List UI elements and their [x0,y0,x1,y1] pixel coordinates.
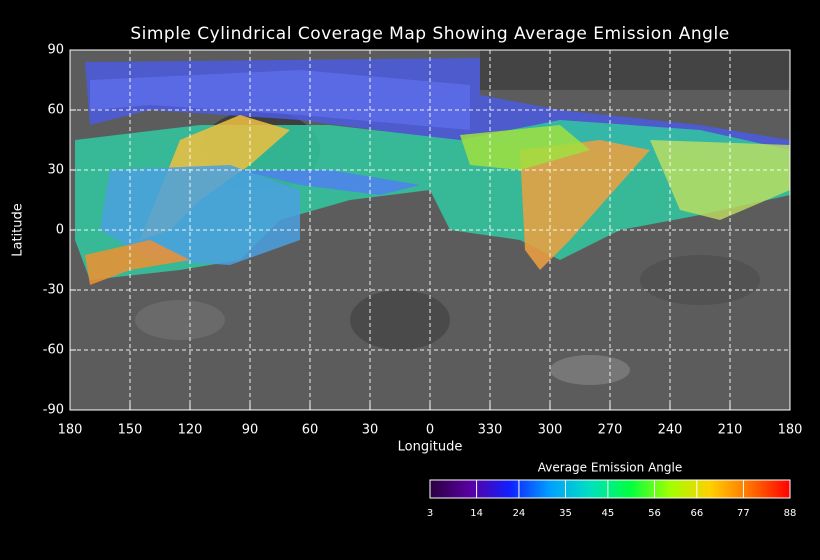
surface-feature [550,355,630,385]
surface-feature [480,50,790,90]
x-tick-label: 60 [302,423,319,438]
coverage [460,125,590,170]
x-tick-label: 30 [362,423,379,438]
x-tick-label: 180 [778,423,803,438]
colorbar-title: Average Emission Angle [538,461,682,475]
y-tick-label: -60 [43,343,64,358]
colorbar-tick-label: 66 [690,508,703,519]
x-tick-label: 300 [538,423,563,438]
y-tick-label: 30 [47,163,64,178]
colorbar-tick-label: 77 [737,508,750,519]
coverage [650,140,790,220]
y-tick-label: -90 [43,403,64,418]
coverage [85,240,190,285]
x-tick-label: 330 [478,423,503,438]
x-tick-label: 210 [718,423,743,438]
surface-feature [350,290,450,350]
surface-feature [640,255,760,305]
y-tick-label: 0 [56,223,64,238]
x-axis-label: Longitude [398,440,463,455]
coverage [240,170,420,195]
colorbar-tick-label: 3 [427,508,433,519]
colorbar-tick-label: 88 [784,508,797,519]
coverage [520,140,650,270]
y-tick-label: -30 [43,283,64,298]
y-tick-label: 90 [47,43,64,58]
x-tick-label: 90 [242,423,259,438]
colorbar-tick-label: 24 [513,508,526,519]
y-axis-label: Latitude [11,203,26,257]
x-tick-label: 180 [58,423,83,438]
colorbar-tick-label: 56 [648,508,661,519]
x-tick-label: 120 [178,423,203,438]
coverage [90,70,470,130]
colorbar-tick-label: 14 [470,508,483,519]
x-tick-label: 240 [658,423,683,438]
chart-title: Simple Cylindrical Coverage Map Showing … [130,24,729,44]
colorbar-tick-label: 45 [602,508,615,519]
colorbar [429,479,791,499]
colorbar-tick-label: 35 [559,508,572,519]
x-tick-label: 0 [426,423,434,438]
x-tick-label: 150 [118,423,143,438]
surface-feature [135,300,225,340]
x-tick-label: 270 [598,423,623,438]
y-tick-label: 60 [47,103,64,118]
